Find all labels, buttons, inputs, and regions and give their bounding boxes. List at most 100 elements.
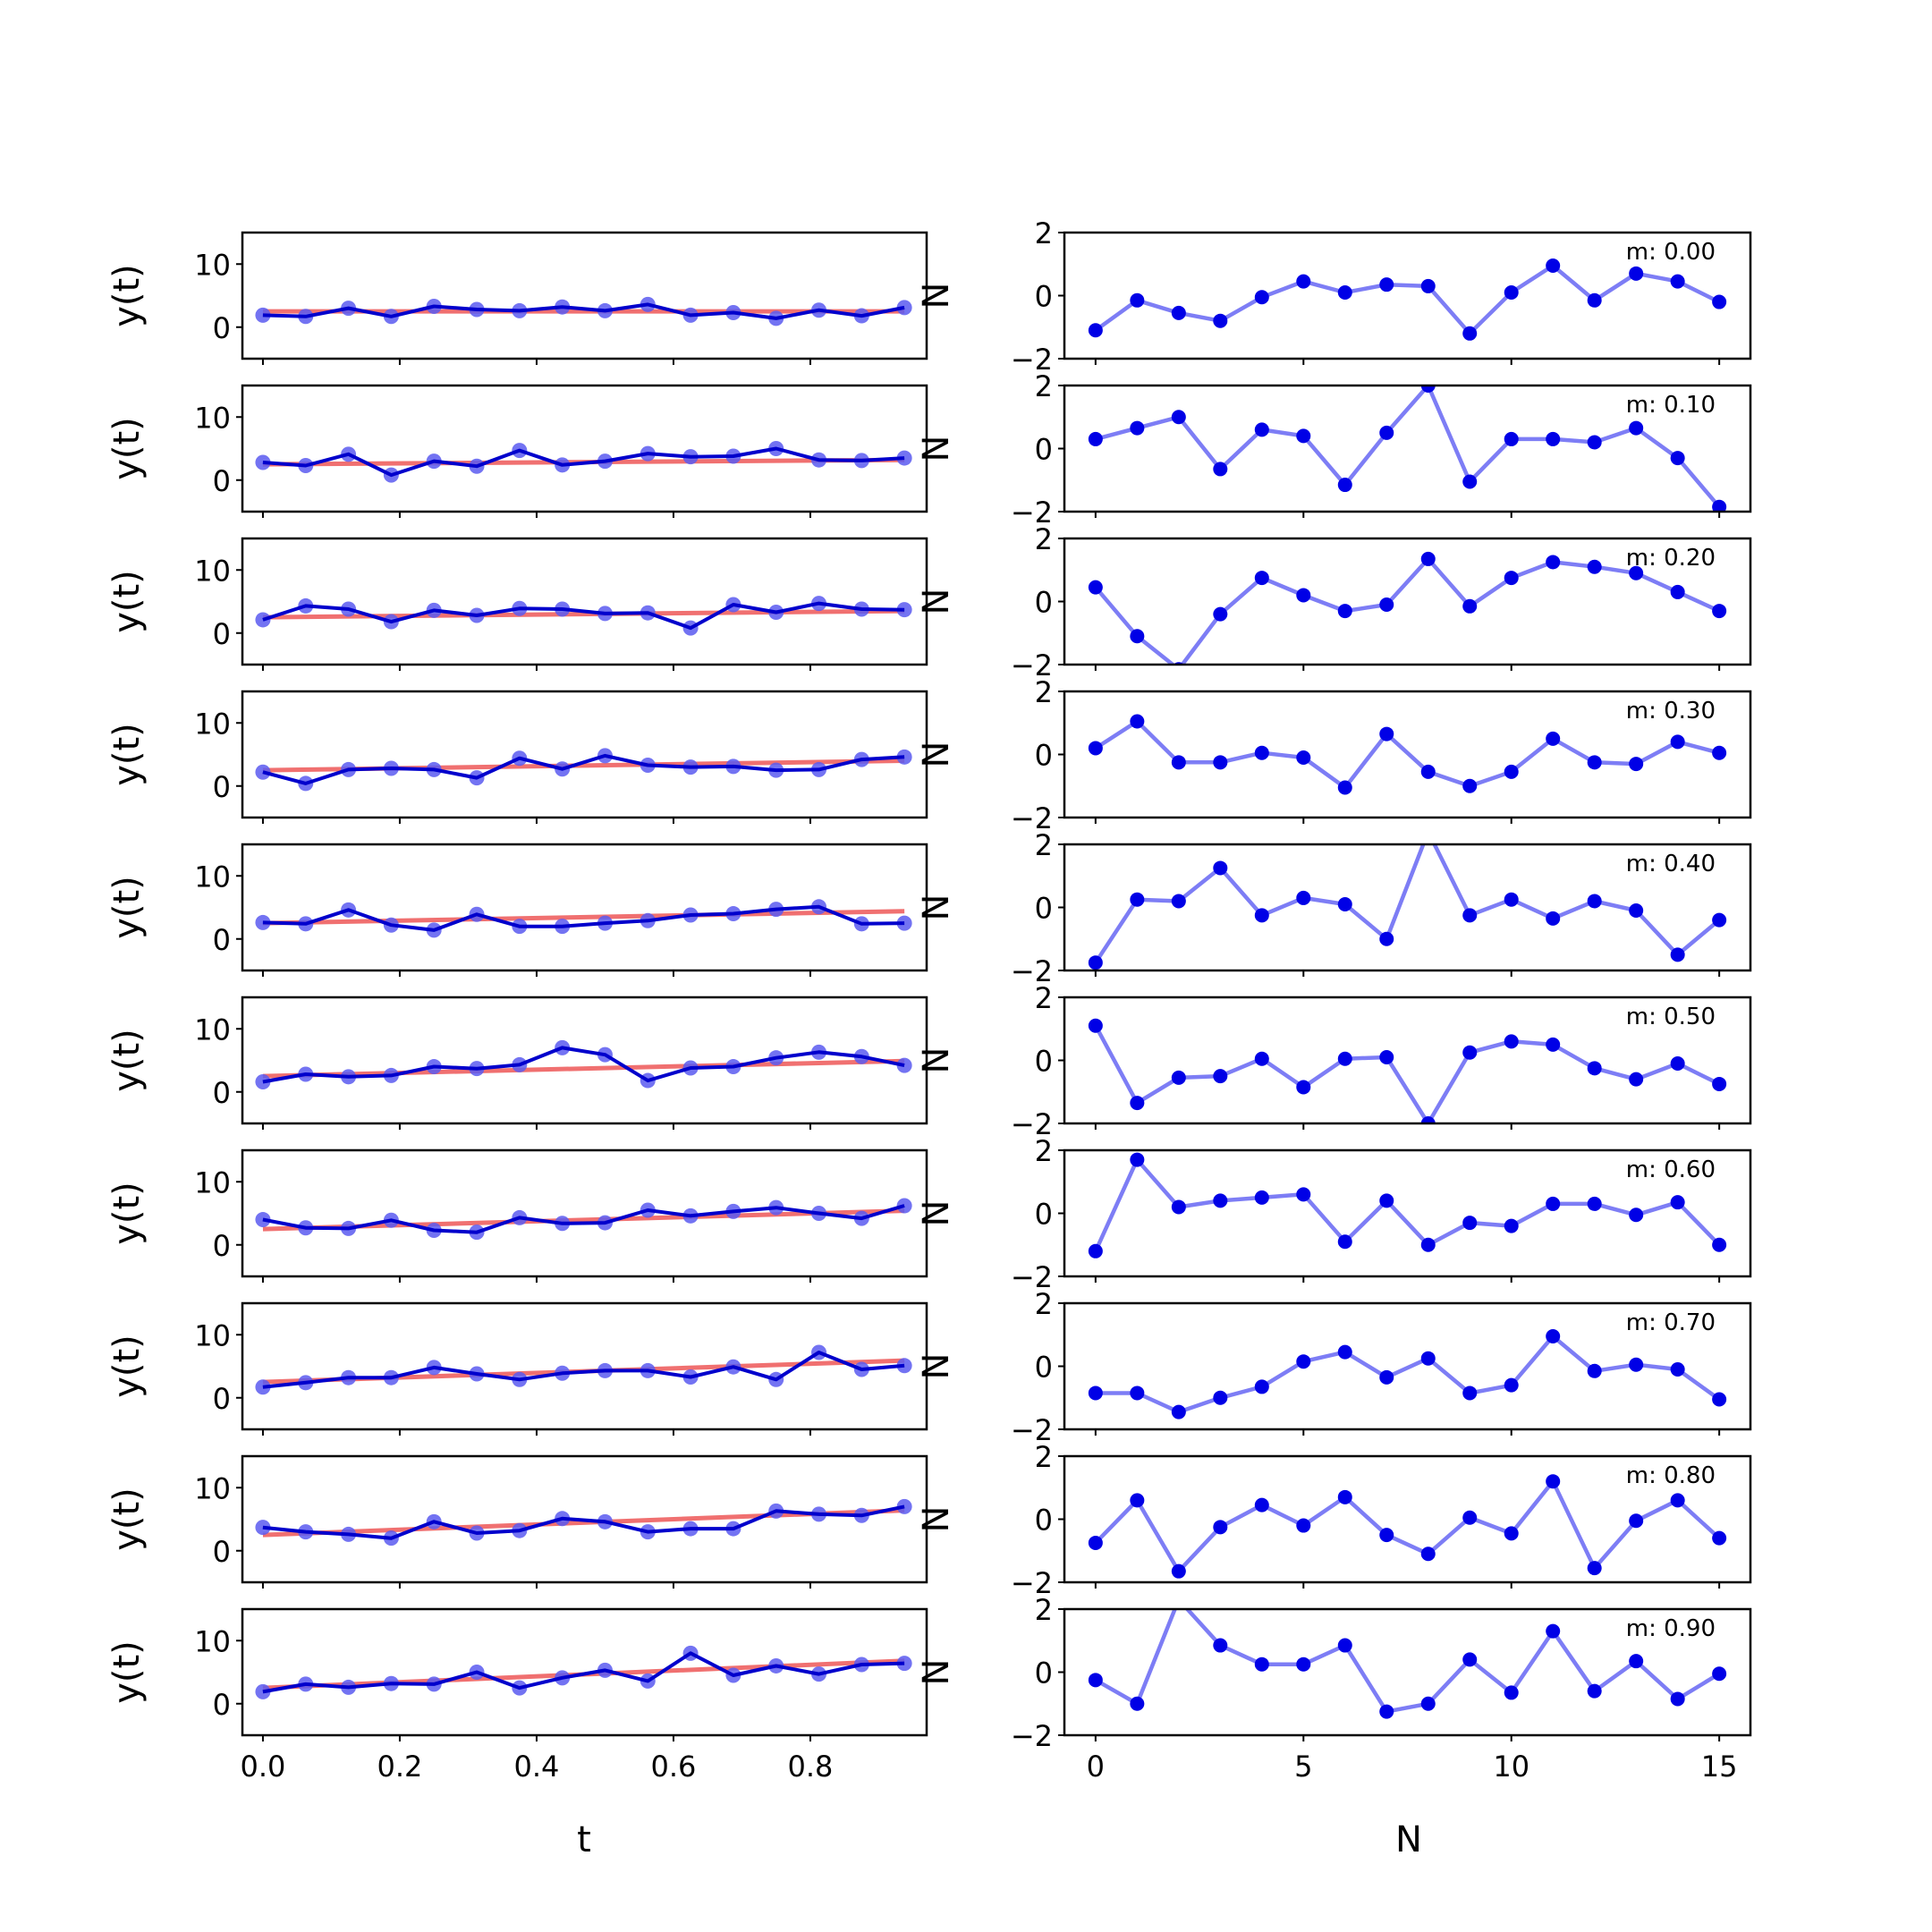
residual-point [1379,425,1394,440]
residual-point [1379,277,1394,292]
data-point [896,1656,912,1672]
data-line [262,302,905,320]
data-point [896,749,912,765]
time-series-plot-area [255,899,912,938]
data-point [896,300,912,316]
residual-ytick-label: 0 [1035,739,1053,773]
residual-ytick-label: −2 [1011,648,1053,682]
residual-point [1337,896,1352,911]
residual-point [1504,1218,1519,1233]
residual-point [1546,431,1561,446]
time-series-y-axis-label: y(t) [106,264,148,327]
residual-plot-area [1088,551,1727,665]
residual-ytick-label: 2 [1035,1287,1053,1321]
residual-plot-area [1088,386,1727,512]
data-line [262,601,905,631]
time-series-panel-frame [241,843,928,972]
residual-point [1254,745,1269,760]
residual-point [1670,584,1685,599]
time-series-plot-area [255,1198,912,1241]
time-series-panel-1: 0 10 y(t) [106,384,928,518]
residual-annotation: m: 0.60 [1626,1157,1716,1183]
residual-point [1379,1049,1394,1064]
residual-point [1629,565,1644,580]
residual-plot-area [1088,1329,1727,1419]
residual-point [1712,912,1727,928]
residual-y-axis-label: N [916,283,957,309]
residual-point [1130,420,1145,436]
residual-point [1504,764,1519,779]
time-series-panel-frame [241,537,928,666]
residual-point [1130,292,1145,308]
residual-annotation: m: 0.50 [1626,1004,1716,1030]
residual-point [1629,1513,1644,1529]
time-series-panel-frame [241,1607,928,1737]
time-series-panel-frame [241,231,928,360]
residual-ytick-label: 0 [1035,280,1053,314]
residual-panel-8: −2 0 2 Nm: 0.80 [916,1440,1752,1600]
residual-point [1254,571,1269,586]
time-series-panel-7: 0 10 y(t) [106,1301,928,1436]
time-series-y-axis-label: y(t) [106,417,148,480]
residual-panel-2: −2 0 2 Nm: 0.20 [916,522,1752,682]
time-series-plot-area [255,748,912,792]
residual-point [1337,1051,1352,1066]
residual-line [1094,1609,1721,1714]
residual-point [1296,750,1311,766]
residual-point [1254,422,1269,437]
residual-point [1712,604,1727,619]
residual-x-axis-label: N [1395,1819,1422,1860]
residual-point [1130,1385,1145,1401]
residual-point [1587,1683,1602,1699]
residual-point [1420,278,1436,293]
residual-point [1504,1377,1519,1393]
time-series-ytick-label: 10 [194,248,231,282]
residual-line [1094,263,1721,336]
time-series-ytick-label: 0 [213,1535,231,1569]
residual-ytick-label: 0 [1035,1351,1053,1385]
residual-point [1587,1196,1602,1211]
fit-line [262,1058,905,1079]
residual-point [1629,266,1644,281]
time-series-panel-frame [241,384,928,513]
residual-point [1462,598,1478,614]
fit-line [262,1508,905,1538]
residual-point [1130,892,1145,907]
residual-ytick-label: 0 [1035,1198,1053,1232]
time-series-panel-frame [241,1454,928,1584]
residual-point [1462,778,1478,793]
residual-plot-area [1088,1474,1727,1579]
time-series-ytick-label: 0 [213,1229,231,1263]
residual-point [1171,305,1186,320]
residual-point [1670,1691,1685,1707]
residual-point [1629,1357,1644,1372]
residual-point [1254,908,1269,923]
residual-point [1088,1385,1103,1401]
residual-ytick-label: 0 [1035,1657,1053,1690]
time-series-ytick-label: 10 [194,1013,231,1046]
residual-ytick-label: 2 [1035,522,1053,556]
residual-point [1213,313,1228,328]
residual-point [1171,1199,1186,1215]
residual-point [1088,1243,1103,1258]
residual-panel-frame [1063,690,1752,819]
residual-xtick-label: 10 [1493,1750,1530,1784]
time-series-ytick-label: 0 [213,770,231,804]
residual-point [1213,462,1228,477]
residual-panel-frame [1063,996,1752,1125]
residual-point [1546,1474,1561,1489]
residual-ytick-label: 2 [1035,675,1053,709]
residual-point [1504,892,1519,907]
residual-ytick-label: 2 [1035,1440,1053,1474]
residual-line [1094,719,1720,790]
residual-point [1379,726,1394,741]
data-point [896,915,912,931]
residual-point [1670,1195,1685,1210]
residual-point [1088,1673,1103,1688]
residual-point [1379,597,1394,613]
residual-ytick-label: 0 [1035,1045,1053,1079]
residual-line [1094,844,1721,964]
residual-point [1088,741,1103,756]
residual-panel-frame [1063,1148,1752,1278]
residual-point [1587,435,1602,450]
